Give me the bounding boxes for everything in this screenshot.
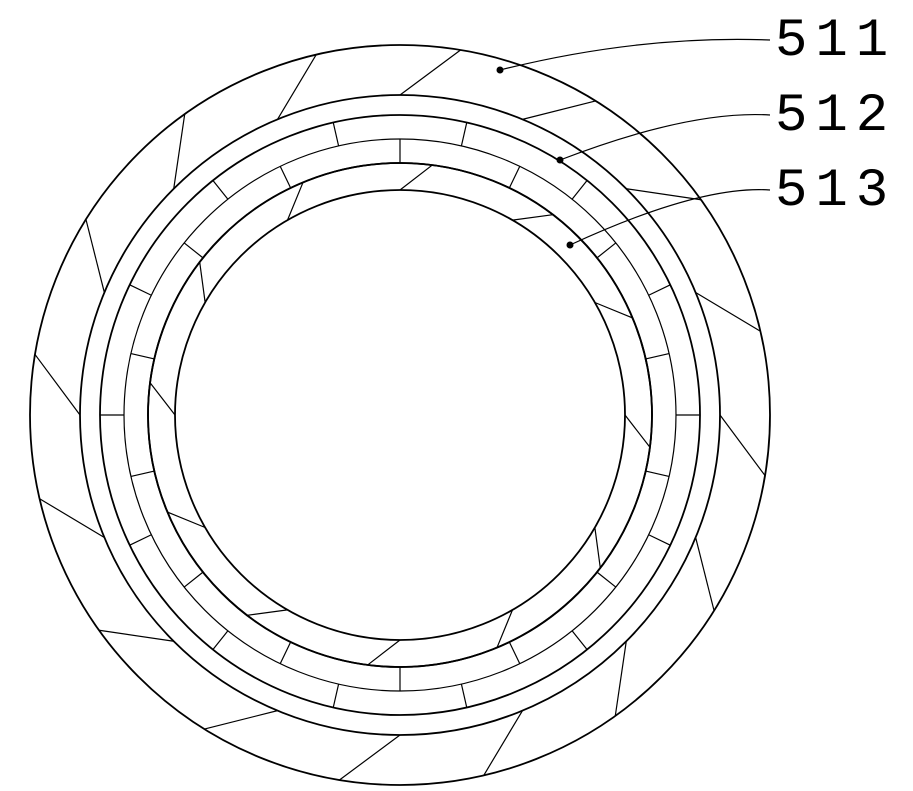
middle-brick — [131, 471, 154, 476]
inner-hatch — [400, 165, 432, 190]
middle-brick — [131, 354, 154, 359]
leader-513 — [570, 190, 770, 245]
inner-hatch — [247, 610, 287, 615]
inner-hatch — [368, 640, 400, 665]
inner-hatch — [625, 415, 650, 447]
outer-hatch — [626, 189, 701, 200]
middle-brick — [646, 471, 669, 476]
outer-hatch — [204, 711, 277, 729]
middle-brick — [280, 166, 290, 188]
inner-hatch — [150, 383, 175, 415]
outer-hatch — [696, 537, 714, 610]
middle-midline — [124, 139, 676, 691]
middle-brick — [509, 642, 519, 664]
middle-brick — [649, 535, 671, 545]
inner-hatch — [595, 528, 600, 568]
label-group: 511 512 513 — [775, 11, 896, 222]
ring-inner-outer — [148, 163, 652, 667]
outer-hatch — [86, 219, 104, 292]
outer-hatch — [522, 101, 595, 119]
ring-middle-outer — [100, 115, 700, 715]
inner-hatch — [200, 262, 205, 302]
label-511: 511 — [775, 11, 896, 72]
outer-hatch — [99, 630, 174, 641]
outer-hatch — [400, 50, 461, 95]
middle-brick — [597, 572, 616, 587]
middle-brick — [130, 535, 152, 545]
label-512: 512 — [775, 86, 896, 147]
middle-brick — [649, 285, 671, 295]
middle-brick — [184, 243, 203, 258]
middle-brick — [646, 354, 669, 359]
middle-brick — [333, 684, 338, 707]
ring-outer-inner — [80, 95, 720, 735]
middle-brick — [333, 123, 338, 146]
outer-hatch — [174, 114, 185, 189]
label-513: 513 — [775, 161, 896, 222]
middle-brick — [184, 572, 203, 587]
leader-512 — [560, 115, 770, 160]
middle-brick — [461, 123, 466, 146]
outer-hatch — [35, 354, 80, 415]
middle-brick — [213, 180, 228, 199]
outer-hatch — [720, 415, 765, 476]
outer-hatch — [615, 641, 626, 716]
ring-middle-inner — [148, 163, 652, 667]
middle-brick — [572, 631, 587, 650]
middle-brick — [597, 243, 616, 258]
outer-hatch — [339, 735, 400, 780]
middle-brick — [572, 180, 587, 199]
ring-inner-inner — [175, 190, 625, 640]
diagram-svg: 511 512 513 — [0, 0, 913, 791]
middle-brick — [130, 285, 152, 295]
leader-511 — [500, 39, 770, 70]
middle-brick — [280, 642, 290, 664]
hatch-group — [35, 50, 765, 780]
middle-brick — [461, 684, 466, 707]
middle-brick — [509, 166, 519, 188]
middle-brick — [213, 631, 228, 650]
inner-hatch — [513, 215, 553, 220]
